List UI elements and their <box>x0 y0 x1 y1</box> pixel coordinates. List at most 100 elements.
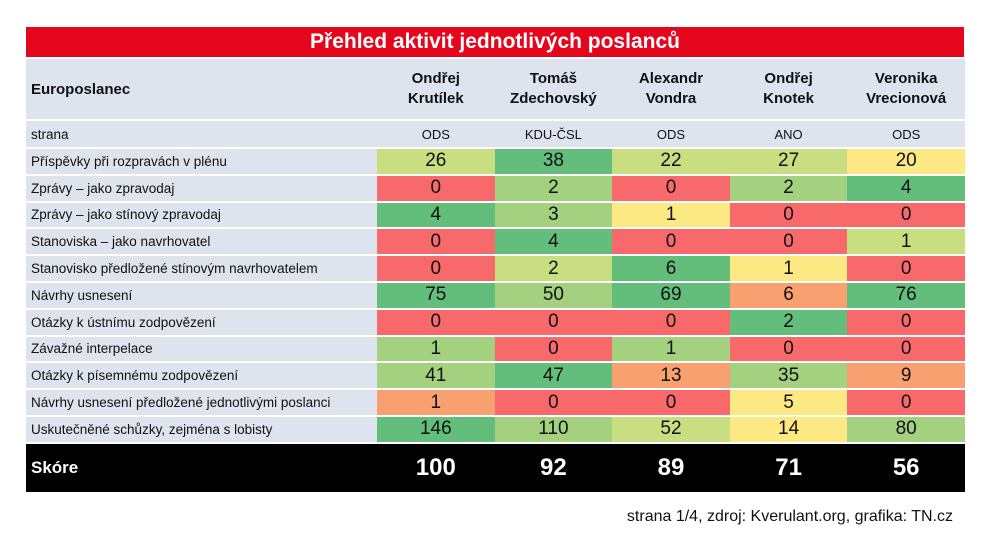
score-row: Skóre 100 92 89 71 56 <box>26 443 965 494</box>
metric-row: Uskutečněné schůzky, zejména s lobisty 14… <box>26 416 965 444</box>
metric-value-cell: 26 <box>377 149 495 176</box>
metric-value-cell: 4 <box>377 202 495 230</box>
metric-value-cell: 0 <box>847 309 965 337</box>
metric-value-cell: 0 <box>729 229 848 257</box>
metric-row: Návrhy usnesení 75 50 69 6 76 <box>26 282 965 310</box>
metric-value-cell: 0 <box>612 175 730 203</box>
activity-table: Europoslanec Ondřej Krutílek Tomáš Zdechovs… <box>26 59 965 494</box>
metric-value-cell: 47 <box>494 363 613 391</box>
metric-value-cell: 0 <box>377 309 495 337</box>
mep-party-cell: ODS <box>377 121 495 149</box>
metric-row: Příspěvky při rozpravách v plénu 26 38 22 27… <box>26 149 965 176</box>
metric-label: Stanoviska – jako navrhovatel <box>26 229 377 257</box>
metric-row: Závažné interpelace 1 0 1 0 0 <box>26 336 965 364</box>
metric-value-cell: 1 <box>612 336 730 364</box>
metric-value-cell: 50 <box>494 282 613 310</box>
metric-value-cell: 69 <box>612 282 730 310</box>
metric-value-cell: 5 <box>729 390 848 417</box>
metric-label: Návrhy usnesení <box>26 282 377 310</box>
mep-first-name: Alexandr <box>638 70 704 87</box>
mep-last-name: Krutílek <box>407 90 464 107</box>
metric-value-cell: 0 <box>494 309 613 337</box>
metric-value-cell: 41 <box>377 363 495 391</box>
metric-value-cell: 0 <box>494 336 613 364</box>
metric-row: Zprávy – jako stínový zpravodaj 4 3 1 0 0 <box>26 202 965 230</box>
metric-value-cell: 2 <box>729 175 848 203</box>
metric-value-cell: 1 <box>612 202 730 230</box>
mep-last-name: Vrecionová <box>866 90 947 107</box>
metric-value-cell: 35 <box>729 363 848 391</box>
mep-name-cell: Veronika Vrecionová <box>847 59 965 121</box>
metric-value-cell: 0 <box>729 336 848 364</box>
party-label: strana <box>26 121 377 149</box>
mep-party-cell: ODS <box>847 121 965 149</box>
metric-value-cell: 0 <box>729 202 848 230</box>
metric-value-cell: 76 <box>847 282 965 310</box>
metric-value-cell: 0 <box>612 309 730 337</box>
mep-first-name: Tomáš <box>529 70 577 87</box>
metric-value-cell: 1 <box>377 390 495 417</box>
mep-name-cell: Ondřej Knotek <box>729 59 848 121</box>
metric-value-cell: 75 <box>377 282 495 310</box>
metric-value-cell: 80 <box>847 416 965 444</box>
metric-row: Zprávy – jako zpravodaj 0 2 0 2 4 <box>26 175 965 203</box>
metric-value-cell: 0 <box>847 336 965 364</box>
metric-value-cell: 38 <box>494 149 613 176</box>
score-value-cell: 89 <box>612 443 730 494</box>
metric-value-cell: 2 <box>494 256 613 283</box>
metric-value-cell: 20 <box>847 149 965 176</box>
score-value-cell: 56 <box>847 443 965 494</box>
metric-value-cell: 0 <box>847 390 965 417</box>
metric-value-cell: 13 <box>612 363 730 391</box>
score-value-cell: 100 <box>377 443 495 494</box>
mep-name-cell: Alexandr Vondra <box>612 59 730 121</box>
metric-value-cell: 146 <box>377 416 495 444</box>
metric-value-cell: 6 <box>729 282 848 310</box>
metric-value-cell: 27 <box>729 149 848 176</box>
metric-value-cell: 4 <box>494 229 613 257</box>
metric-value-cell: 2 <box>729 309 848 337</box>
metric-label: Stanovisko předložené stínovým navrhovat… <box>26 256 377 283</box>
header-label: Europoslanec <box>26 59 377 121</box>
mep-name-cell: Ondřej Krutílek <box>377 59 495 121</box>
mep-first-name: Ondřej <box>764 70 813 87</box>
metric-value-cell: 0 <box>377 229 495 257</box>
metric-value-cell: 0 <box>847 202 965 230</box>
metric-label: Závažné interpelace <box>26 336 377 364</box>
metric-value-cell: 4 <box>847 175 965 203</box>
mep-first-name: Veronika <box>874 70 938 87</box>
metric-value-cell: 1 <box>847 229 965 257</box>
metric-value-cell: 52 <box>612 416 730 444</box>
score-value-cell: 92 <box>494 443 613 494</box>
metric-label: Uskutečněné schůzky, zejména s lobisty <box>26 416 377 444</box>
party-row: strana ODS KDU-ČSL ODS ANO ODS <box>26 121 965 149</box>
metric-label: Zprávy – jako stínový zpravodaj <box>26 202 377 230</box>
metric-value-cell: 0 <box>377 256 495 283</box>
mep-party-cell: ODS <box>612 121 730 149</box>
metric-value-cell: 110 <box>494 416 613 444</box>
mep-last-name: Vondra <box>645 90 697 107</box>
mep-last-name: Knotek <box>763 90 814 107</box>
metric-value-cell: 0 <box>494 390 613 417</box>
metric-value-cell: 1 <box>729 256 848 283</box>
mep-first-name: Ondřej <box>411 70 460 87</box>
metric-value-cell: 0 <box>612 229 730 257</box>
mep-party-cell: ANO <box>729 121 848 149</box>
mep-last-name: Zdechovský <box>510 90 597 107</box>
header-row: Europoslanec Ondřej Krutílek Tomáš Zdechovs… <box>26 59 965 121</box>
metric-value-cell: 1 <box>377 336 495 364</box>
score-label: Skóre <box>26 443 377 494</box>
mep-name-cell: Tomáš Zdechovský <box>494 59 613 121</box>
score-value-cell: 71 <box>729 443 848 494</box>
metric-row: Otázky k ústnímu zodpovězení 0 0 0 2 0 <box>26 309 965 337</box>
page-title: Přehled aktivit jednotlivých poslanců <box>26 27 964 57</box>
metric-row: Stanovisko předložené stínovým navrhovat… <box>26 256 965 283</box>
metric-value-cell: 14 <box>729 416 848 444</box>
metric-value-cell: 0 <box>377 175 495 203</box>
metric-value-cell: 6 <box>612 256 730 283</box>
metric-label: Otázky k ústnímu zodpovězení <box>26 309 377 337</box>
metric-label: Příspěvky při rozpravách v plénu <box>26 149 377 176</box>
metric-value-cell: 0 <box>612 390 730 417</box>
metric-row: Otázky k písemnému zodpovězení 41 47 13 35 9 <box>26 363 965 391</box>
metric-value-cell: 9 <box>847 363 965 391</box>
